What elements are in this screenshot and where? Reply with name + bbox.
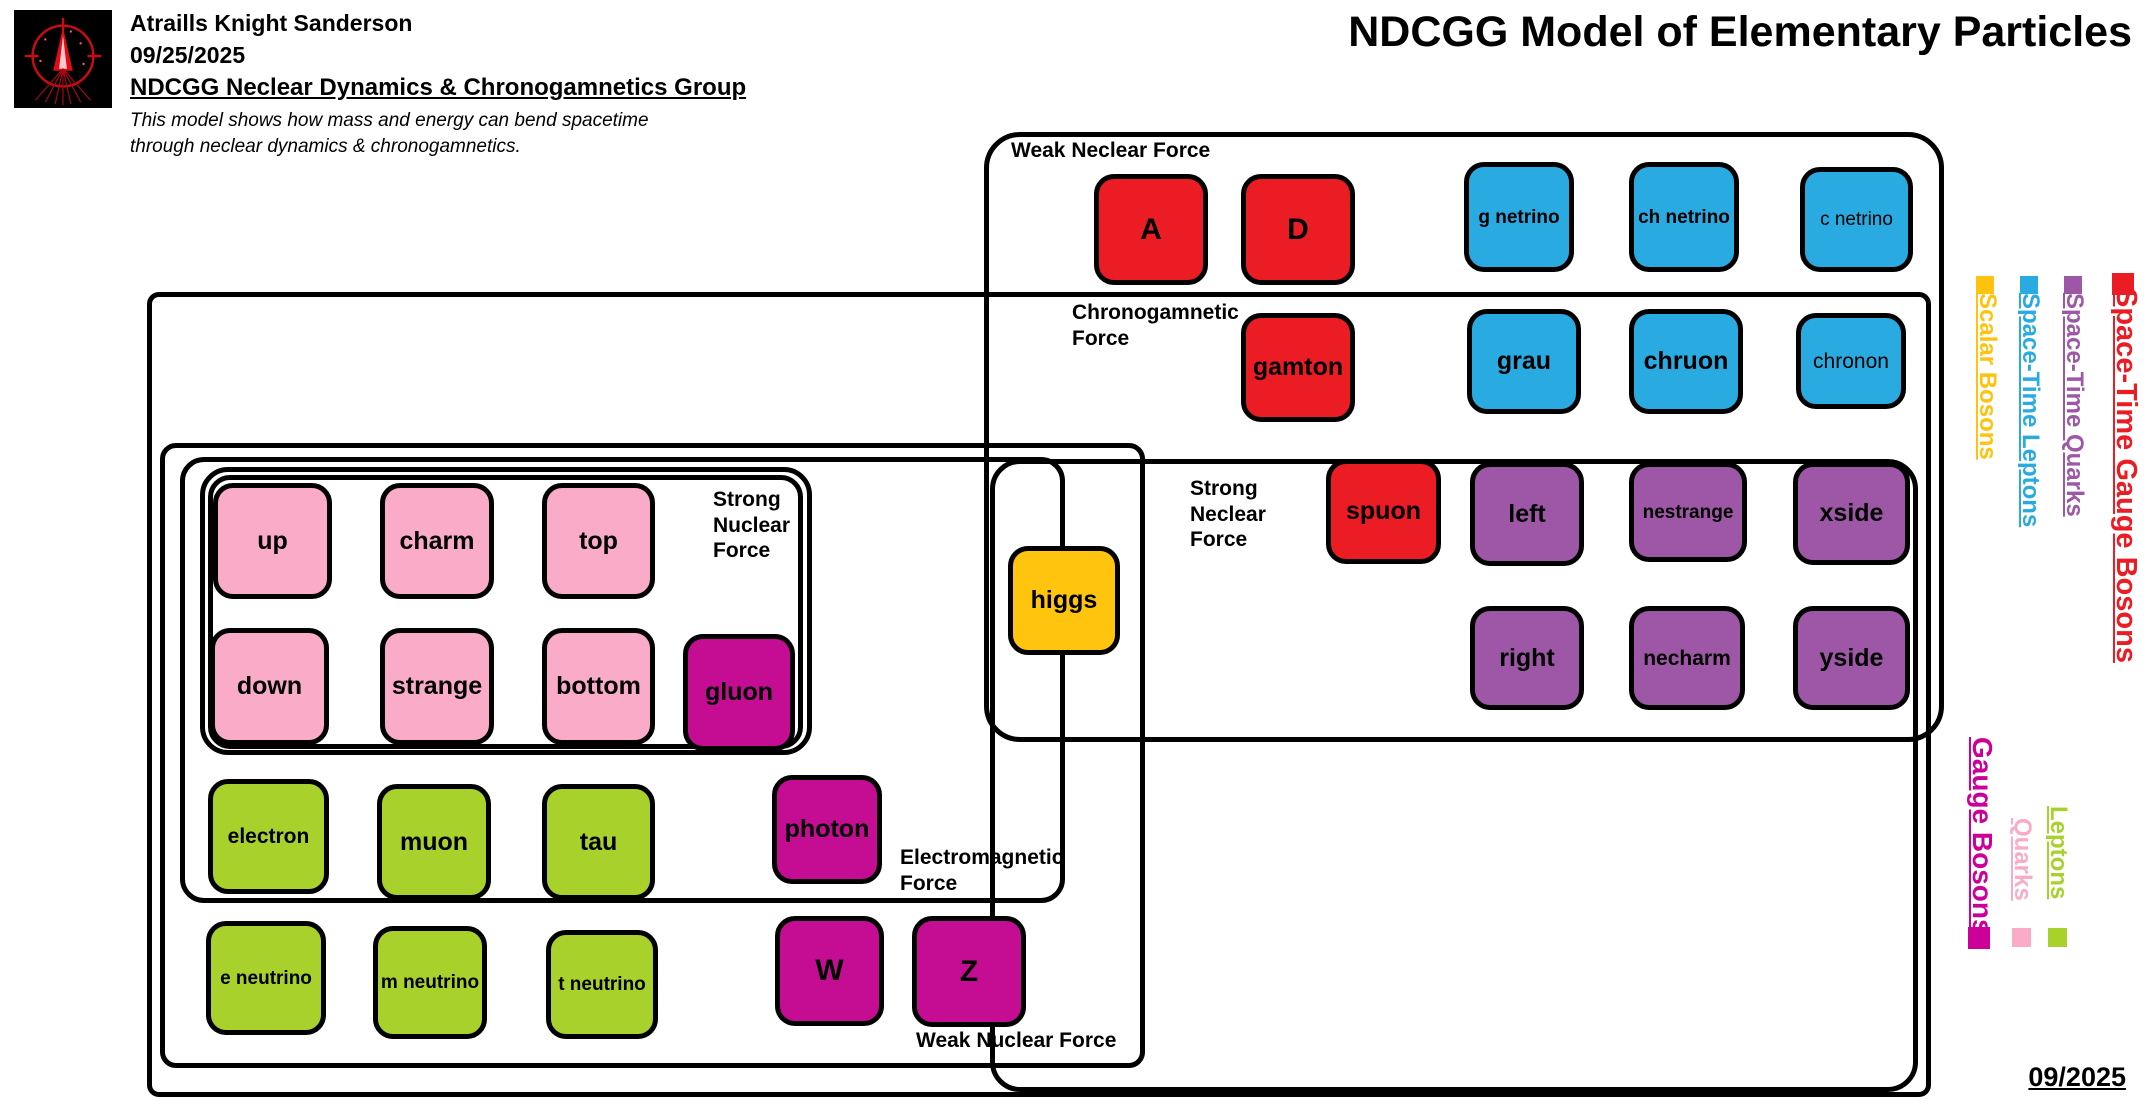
legend-swatch-gauge-bosons (1968, 927, 1990, 949)
legend-label-leptons: Leptons (2045, 806, 2072, 900)
force-box-strong-nuclear-left (208, 475, 803, 749)
particle-yside: yside (1793, 606, 1910, 710)
force-box-chronogamnetic (147, 292, 1931, 1097)
particle-higgs: higgs (1008, 546, 1120, 655)
particle-c-netrino: c netrino (1800, 167, 1913, 272)
force-box-electromagnetic (180, 457, 1065, 903)
particle-charm: charm (380, 483, 494, 599)
particle-w: W (775, 916, 884, 1026)
header-date: 09/25/2025 (130, 42, 246, 68)
force-label-strong-nuclear-left: Strong Nuclear Force (713, 488, 791, 563)
footer-date: 09/2025 (2028, 1062, 2126, 1092)
particle-e-neutrino: e neutrino (206, 921, 326, 1035)
legend-swatch-space-time-gauge-bosons (2112, 273, 2134, 295)
particle-left: left (1470, 462, 1584, 566)
particle-m-neutrino: m neutrino (373, 926, 487, 1039)
model-description: This model shows how mass and energy can… (130, 110, 649, 157)
page-title: NDCGG Model of Elementary Particles (1348, 8, 2132, 56)
force-label-electromagnetic: Electromagnetic Force (900, 846, 1064, 895)
legend-swatch-scalar-bosons (1976, 276, 1994, 294)
force-box-strong-neclear-right (990, 459, 1918, 1092)
particle-tau: tau (542, 784, 655, 900)
legend-swatch-space-time-leptons (2020, 276, 2038, 294)
particle-muon: muon (377, 784, 491, 900)
group-title: NDCGG Neclear Dynamics & Chronogamnetics… (130, 74, 747, 101)
legend-label-space-time-quarks: Space-Time Quarks (2061, 293, 2088, 517)
particle-d: D (1241, 174, 1355, 285)
particle-up: up (213, 483, 332, 599)
ndcgg-crosshair-logo (14, 10, 112, 108)
force-box-weak-neclear-top (984, 132, 1944, 742)
legend-swatch-space-time-quarks (2064, 276, 2082, 294)
particle-chruon: chruon (1629, 309, 1743, 414)
particle-electron: electron (208, 779, 329, 894)
particle-g-netrino: g netrino (1464, 162, 1574, 272)
legend-swatch-leptons (2048, 928, 2067, 947)
legend-label-quarks: Quarks (2009, 818, 2036, 901)
legend-label-gauge-bosons: Gauge Bosons (1967, 737, 1998, 935)
legend-label-space-time-gauge-bosons: Space-Time Gauge Bosons (2110, 288, 2142, 663)
force-box-weak-nuclear-bottom (160, 443, 1145, 1068)
force-label-weak-nuclear-bottom: Weak Nuclear Force (916, 1029, 1117, 1052)
particle-strange: strange (380, 628, 494, 745)
particle-spuon: spuon (1326, 459, 1441, 564)
particle-nestrange: nestrange (1629, 462, 1747, 562)
legend-label-scalar-bosons: Scalar Bosons (1974, 293, 2001, 460)
particle-gamton: gamton (1241, 313, 1355, 422)
particle-t-neutrino: t neutrino (546, 930, 658, 1039)
force-box-strong-nuclear-left-outer (200, 467, 812, 755)
legend-swatch-quarks (2012, 928, 2031, 947)
force-label-strong-neclear-right: Strong Neclear Force (1190, 477, 1266, 552)
particle-gluon: gluon (683, 634, 795, 751)
legend-label-space-time-leptons: Space-Time Leptons (2017, 293, 2044, 528)
force-label-weak-neclear-top: Weak Neclear Force (1011, 139, 1211, 162)
particle-down: down (210, 628, 329, 745)
particle-chronon: chronon (1796, 313, 1906, 409)
particle-photon: photon (772, 775, 882, 884)
particle-right: right (1470, 606, 1584, 710)
particle-ch-netrino: ch netrino (1629, 162, 1739, 272)
force-label-chronogamnetic: Chronogamnetic Force (1072, 301, 1239, 350)
particle-top: top (542, 483, 655, 599)
author-name: Atraills Knight Sanderson (130, 10, 413, 36)
particle-a: A (1094, 174, 1208, 285)
particle-necharm: necharm (1629, 606, 1745, 710)
particle-xside: xside (1793, 462, 1910, 565)
particle-z: Z (912, 916, 1026, 1027)
particle-grau: grau (1467, 309, 1581, 414)
particle-bottom: bottom (542, 628, 655, 745)
